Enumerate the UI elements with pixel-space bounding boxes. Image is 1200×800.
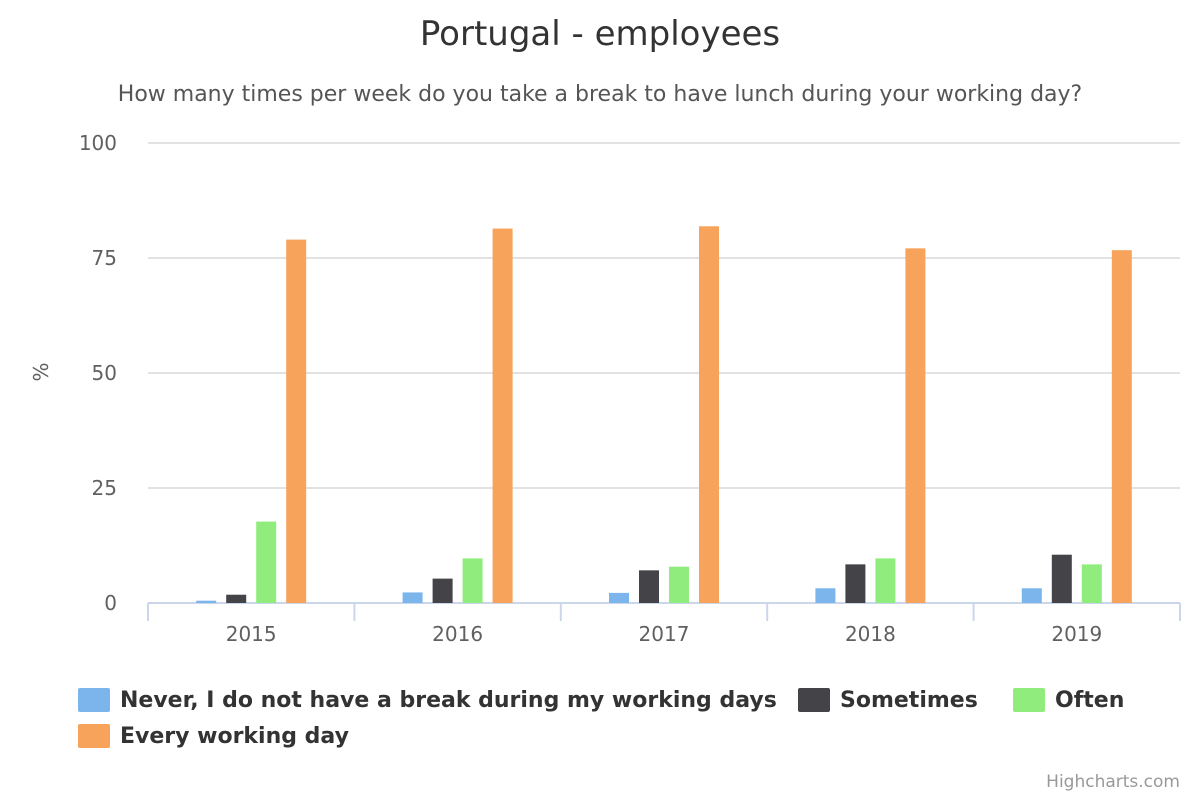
chart-title: Portugal - employees <box>419 14 781 54</box>
bar[interactable] <box>1081 564 1102 603</box>
bar[interactable] <box>609 592 629 603</box>
bar[interactable] <box>875 558 896 603</box>
bar[interactable] <box>815 588 836 603</box>
legend-item[interactable]: Every working day <box>78 722 378 750</box>
bar[interactable] <box>432 578 453 603</box>
bar[interactable] <box>286 239 307 603</box>
y-tick-label: 50 <box>92 361 117 385</box>
bar[interactable] <box>226 594 247 603</box>
credits-link[interactable]: Highcharts.com <box>1046 772 1180 792</box>
x-tick-label: 2017 <box>639 622 690 646</box>
bar[interactable] <box>905 248 926 603</box>
bar[interactable] <box>1021 588 1042 603</box>
bar[interactable] <box>196 600 217 603</box>
legend: Never, I do not have a break during my w… <box>78 686 1168 750</box>
bar[interactable] <box>845 564 866 603</box>
legend-item[interactable]: Often <box>1013 686 1168 714</box>
x-tick-label: 2015 <box>226 622 277 646</box>
chart-subtitle: How many times per week do you take a br… <box>117 82 1083 107</box>
y-tick-label: 25 <box>92 476 117 500</box>
bar[interactable] <box>402 592 423 603</box>
x-tick-label: 2018 <box>845 622 896 646</box>
legend-swatch <box>1013 688 1045 712</box>
y-axis-label: % <box>29 362 53 381</box>
bar[interactable] <box>256 521 277 603</box>
bar[interactable] <box>639 570 659 603</box>
bar[interactable] <box>1111 250 1132 603</box>
legend-label: Often <box>1055 687 1125 713</box>
bar[interactable] <box>462 558 483 603</box>
legend-swatch <box>798 688 830 712</box>
y-tick-label: 75 <box>92 246 117 270</box>
legend-label: Never, I do not have a break during my w… <box>120 687 777 713</box>
legend-item[interactable]: Never, I do not have a break during my w… <box>78 686 798 714</box>
bar[interactable] <box>669 566 689 603</box>
legend-item[interactable]: Sometimes <box>798 686 1013 714</box>
bar[interactable] <box>492 228 513 603</box>
legend-label: Every working day <box>120 723 349 749</box>
bar[interactable] <box>699 226 719 603</box>
x-tick-label: 2019 <box>1051 622 1102 646</box>
x-tick-label: 2016 <box>432 622 483 646</box>
legend-swatch <box>78 688 110 712</box>
legend-swatch <box>78 724 110 748</box>
y-tick-label: 0 <box>104 591 117 615</box>
bar[interactable] <box>1051 554 1072 603</box>
y-tick-label: 100 <box>79 131 117 155</box>
legend-label: Sometimes <box>840 687 978 713</box>
